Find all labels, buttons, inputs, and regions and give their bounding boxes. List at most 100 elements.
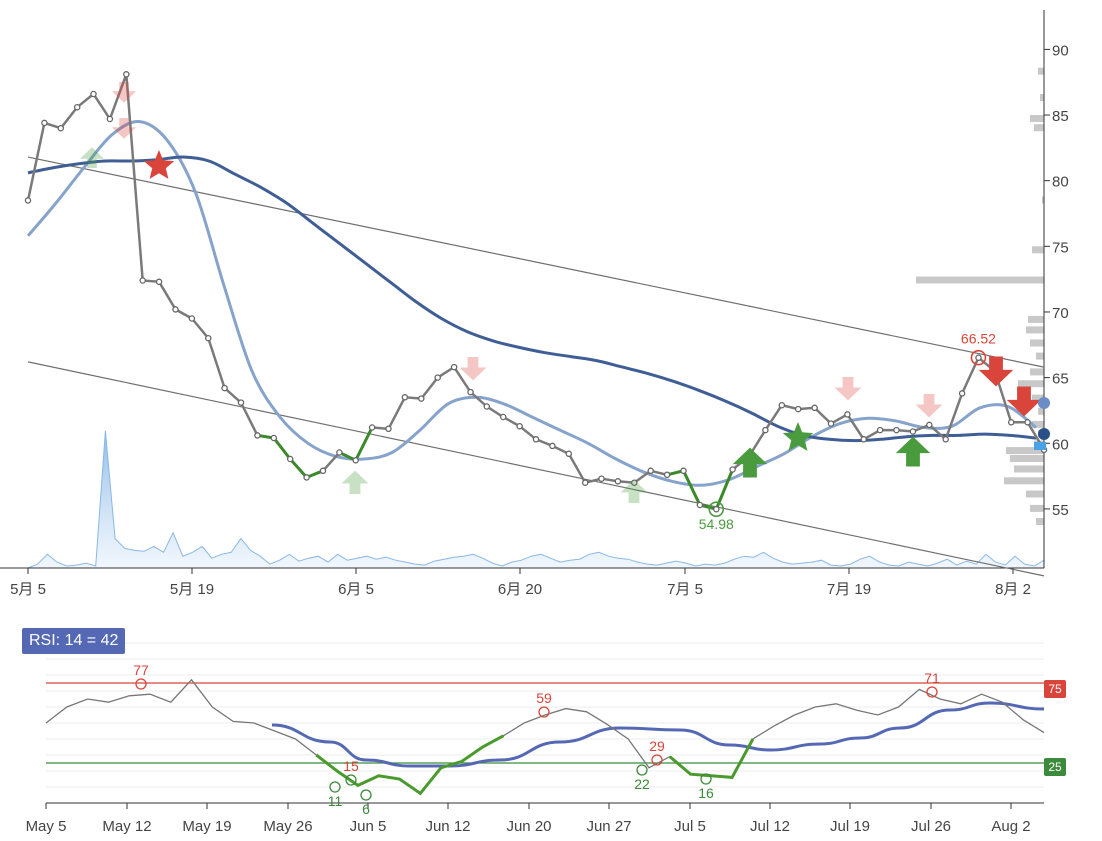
volume-profile-bar: [1032, 420, 1044, 428]
price-point: [549, 442, 556, 450]
price-point: [286, 455, 294, 463]
y-tick-label: 60: [1052, 436, 1069, 453]
ma-slow-last-dot: [1038, 428, 1050, 440]
price-point: [762, 426, 769, 434]
price-point: [450, 363, 458, 371]
price-point: [483, 403, 491, 410]
volume-profile-bar: [1030, 339, 1044, 347]
rsi-oversold-segment: [315, 734, 505, 796]
min-marker: [708, 501, 725, 517]
price-point: [909, 428, 917, 435]
price-point: [876, 426, 884, 434]
rsi-low-label: 22: [634, 776, 650, 792]
volume-profile-bar: [1030, 504, 1044, 512]
price-point: [581, 479, 589, 486]
price-point: [778, 401, 786, 409]
rsi-x-tick-label: May 5: [26, 818, 67, 835]
volume-profile-bar: [1026, 326, 1044, 334]
sell-signal-arrow: [978, 356, 1014, 387]
price-point: [41, 119, 48, 127]
x-tick-label: 8月 2: [995, 581, 1031, 598]
rsi-x-tick-label: Jun 20: [506, 818, 551, 835]
sell-signal-arrow: [1006, 386, 1042, 417]
price-point: [663, 471, 671, 479]
price-point: [418, 395, 425, 402]
price-point: [385, 425, 392, 433]
price-point: [499, 413, 507, 421]
rsi-line: [45, 678, 1045, 795]
rsi-high-marker: [926, 686, 938, 698]
volume-profile-bar: [1038, 407, 1044, 415]
rsi-high-marker: [538, 706, 550, 718]
y-tick-label: 70: [1052, 305, 1069, 322]
sell-star-marker: [143, 150, 175, 179]
volume-profile-bar: [916, 276, 1044, 284]
volume-profile-bar: [1040, 94, 1044, 101]
rsi-high-marker: [135, 678, 147, 690]
rsi-x-tick-label: Jun 5: [350, 818, 387, 835]
rsi-oversold-segment: [668, 738, 755, 779]
volume-profile-bar: [1028, 315, 1044, 323]
max-marker: [970, 349, 987, 366]
rsi-ma-line: [271, 701, 1045, 768]
rsi-high-label: 59: [536, 690, 552, 706]
rsi-low-label: 15: [343, 758, 359, 774]
volume-profile-bar: [1030, 115, 1044, 122]
price-point: [794, 405, 802, 413]
buy-signal-arrow: [80, 147, 104, 168]
price-point: [680, 467, 687, 475]
price-point: [434, 374, 441, 381]
rsi-low-marker: [345, 774, 357, 786]
price-point: [860, 436, 867, 443]
ma-fast-line: [26, 120, 1037, 487]
rsi-low-label: 11: [328, 793, 343, 809]
price-point: [123, 71, 130, 78]
rsi-high-label: 77: [133, 662, 149, 678]
sell-signal-arrow: [112, 82, 136, 103]
price-point: [1007, 419, 1015, 426]
buy-signal-arrow: [620, 479, 648, 503]
price-point: [696, 501, 704, 509]
x-tick-label: 6月 5: [338, 581, 374, 598]
volume-profile-bar: [1018, 380, 1044, 388]
volume-profile-bar: [1036, 518, 1044, 525]
price-point: [401, 394, 409, 401]
price-point: [614, 478, 622, 485]
rsi-high-marker: [651, 754, 663, 766]
price-point: [631, 479, 638, 486]
price-point: [303, 474, 310, 481]
ma-fast-last-dot: [1038, 397, 1050, 409]
price-point: [73, 103, 81, 111]
y-tick-label: 75: [1052, 239, 1069, 256]
y-tick-label: 65: [1052, 371, 1069, 388]
rsi-x-tick-label: May 12: [102, 818, 151, 835]
rsi-low-label: 16: [698, 785, 714, 801]
channel-upper-line: [27, 156, 1045, 368]
ma-slow-line: [27, 155, 1037, 443]
volume-profile-bar: [1032, 246, 1044, 254]
sell-signal-arrow: [915, 394, 943, 418]
min-label: 54.98: [699, 516, 734, 532]
price-point: [958, 390, 966, 397]
price-point: [975, 354, 982, 361]
price-point: [827, 420, 835, 427]
price-point: [319, 467, 327, 475]
rsi-x-tick-label: Jul 5: [674, 818, 706, 835]
volume-profile-bar: [1010, 455, 1044, 462]
price-point: [139, 277, 146, 284]
price-point: [647, 467, 654, 475]
buy-signal-arrow: [341, 470, 369, 494]
bullish-price-segment: [338, 426, 374, 463]
x-tick-label: 5月 5: [10, 581, 46, 598]
rsi-low-marker: [360, 789, 372, 801]
max-label: 66.52: [961, 331, 996, 347]
y-tick-label: 90: [1052, 42, 1069, 59]
volume-profile-bar: [1006, 447, 1044, 455]
x-tick-label: 7月 5: [667, 581, 703, 598]
price-last-marker: [1034, 442, 1046, 450]
price-point: [532, 436, 540, 443]
rsi-upper-level-badge: 75: [1044, 680, 1066, 698]
price-point: [1024, 419, 1031, 426]
sell-signal-arrow: [834, 377, 862, 401]
